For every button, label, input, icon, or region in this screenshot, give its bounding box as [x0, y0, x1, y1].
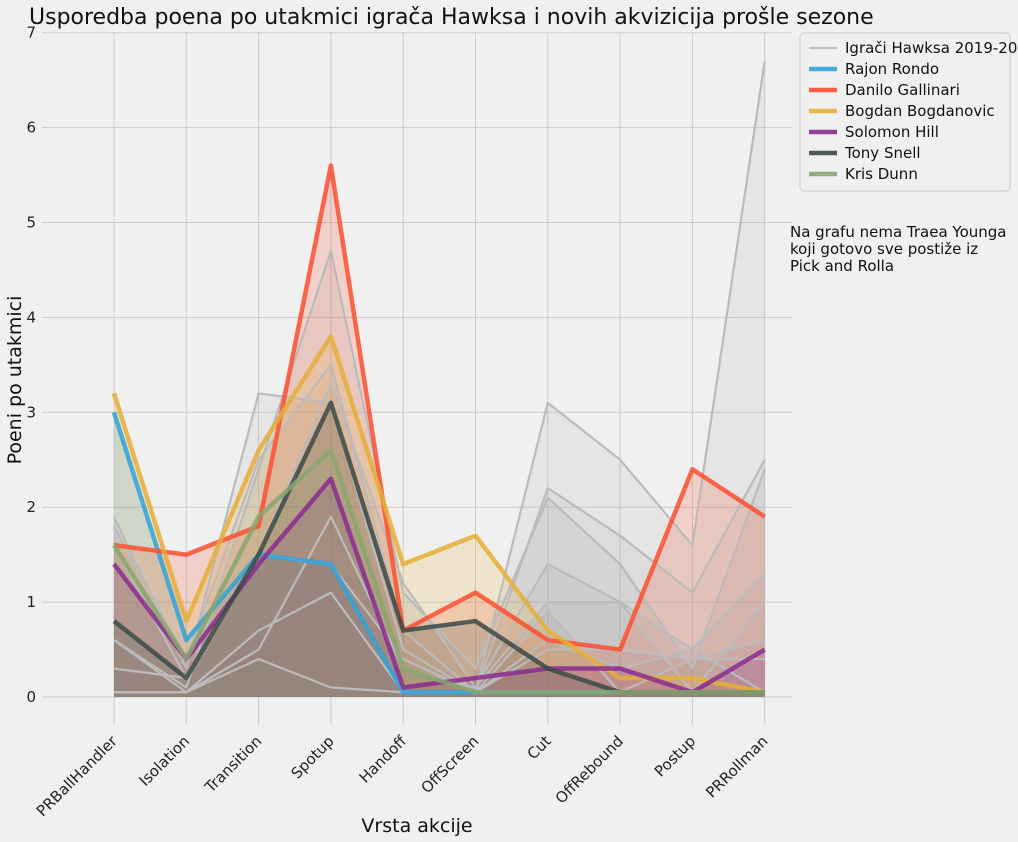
x-tick-label: Isolation	[135, 732, 193, 790]
legend-label: Bogdan Bogdanovic	[845, 102, 995, 120]
y-tick-label: 5	[26, 214, 36, 232]
series-area	[114, 478, 765, 697]
series-fills	[114, 61, 765, 698]
y-axis-title: Poeni po utakmici	[4, 296, 26, 465]
hawks-player-line	[113, 515, 766, 694]
y-tick-label: 3	[26, 403, 36, 421]
note-line: koji gotovo sve postiže iz	[790, 240, 978, 258]
legend-label: Igrači Hawksa 2019-20	[845, 39, 1017, 57]
x-axis-title: Vrsta akcije	[361, 815, 472, 837]
note-line: Na grafu nema Traea Younga	[790, 223, 1007, 241]
x-tick-label: Spotup	[287, 732, 337, 782]
y-tick-labels: 0 1 2 3 4 5 6 7	[26, 24, 36, 706]
hawks-player-area	[114, 61, 765, 698]
chart-title: Usporedba poena po utakmici igrača Hawks…	[29, 5, 874, 30]
grid-lines	[42, 32, 792, 725]
series-line	[111, 334, 766, 695]
series-area	[114, 165, 765, 697]
x-tick-label: Postup	[651, 732, 699, 780]
legend-label: Danilo Gallinari	[845, 81, 960, 99]
series-line	[112, 476, 766, 695]
series-lines	[111, 61, 766, 695]
legend-label: Solomon Hill	[845, 123, 939, 141]
hawks-player-area	[114, 516, 765, 697]
x-tick-label: Transition	[201, 732, 266, 797]
x-tick-label: PRRollman	[702, 732, 771, 801]
series-area	[114, 412, 765, 697]
hawks-player-area	[114, 554, 765, 697]
x-tick-labels: PRBallHandler Isolation Transition Spotup Ha…	[33, 732, 772, 821]
legend-label: Tony Snell	[844, 144, 921, 162]
y-tick-label: 0	[26, 688, 36, 706]
legend-label: Rajon Rondo	[845, 60, 939, 78]
y-tick-label: 6	[26, 119, 36, 137]
x-tick-label: OffScreen	[417, 732, 482, 797]
legend-box	[799, 32, 1011, 192]
hawks-player-area	[114, 383, 765, 697]
legend-items: Igrači Hawksa 2019-20 Rajon Rondo Danilo G…	[809, 39, 1017, 183]
note-line: Pick and Rolla	[790, 257, 894, 275]
legend-label: Kris Dunn	[845, 165, 918, 183]
y-tick-label: 7	[26, 24, 36, 42]
hawks-player-area	[114, 250, 765, 697]
y-tick-label: 4	[26, 308, 36, 326]
series-line	[112, 448, 765, 695]
hawks-player-line	[113, 249, 766, 689]
annotation-note: Na grafu nema Traea Younga koji gotovo s…	[790, 223, 1007, 275]
x-tick-label: Cut	[524, 732, 555, 763]
legend: Igrači Hawksa 2019-20 Rajon Rondo Danilo G…	[799, 32, 1017, 192]
series-area	[114, 402, 765, 697]
x-tick-label: Handoff	[356, 732, 411, 787]
x-tick-label: OffRebound	[552, 732, 627, 807]
y-tick-label: 1	[26, 593, 36, 611]
x-tick-label: PRBallHandler	[33, 732, 122, 821]
plot-area	[42, 33, 792, 725]
hawks-player-area	[114, 364, 765, 697]
y-tick-label: 2	[26, 498, 36, 516]
